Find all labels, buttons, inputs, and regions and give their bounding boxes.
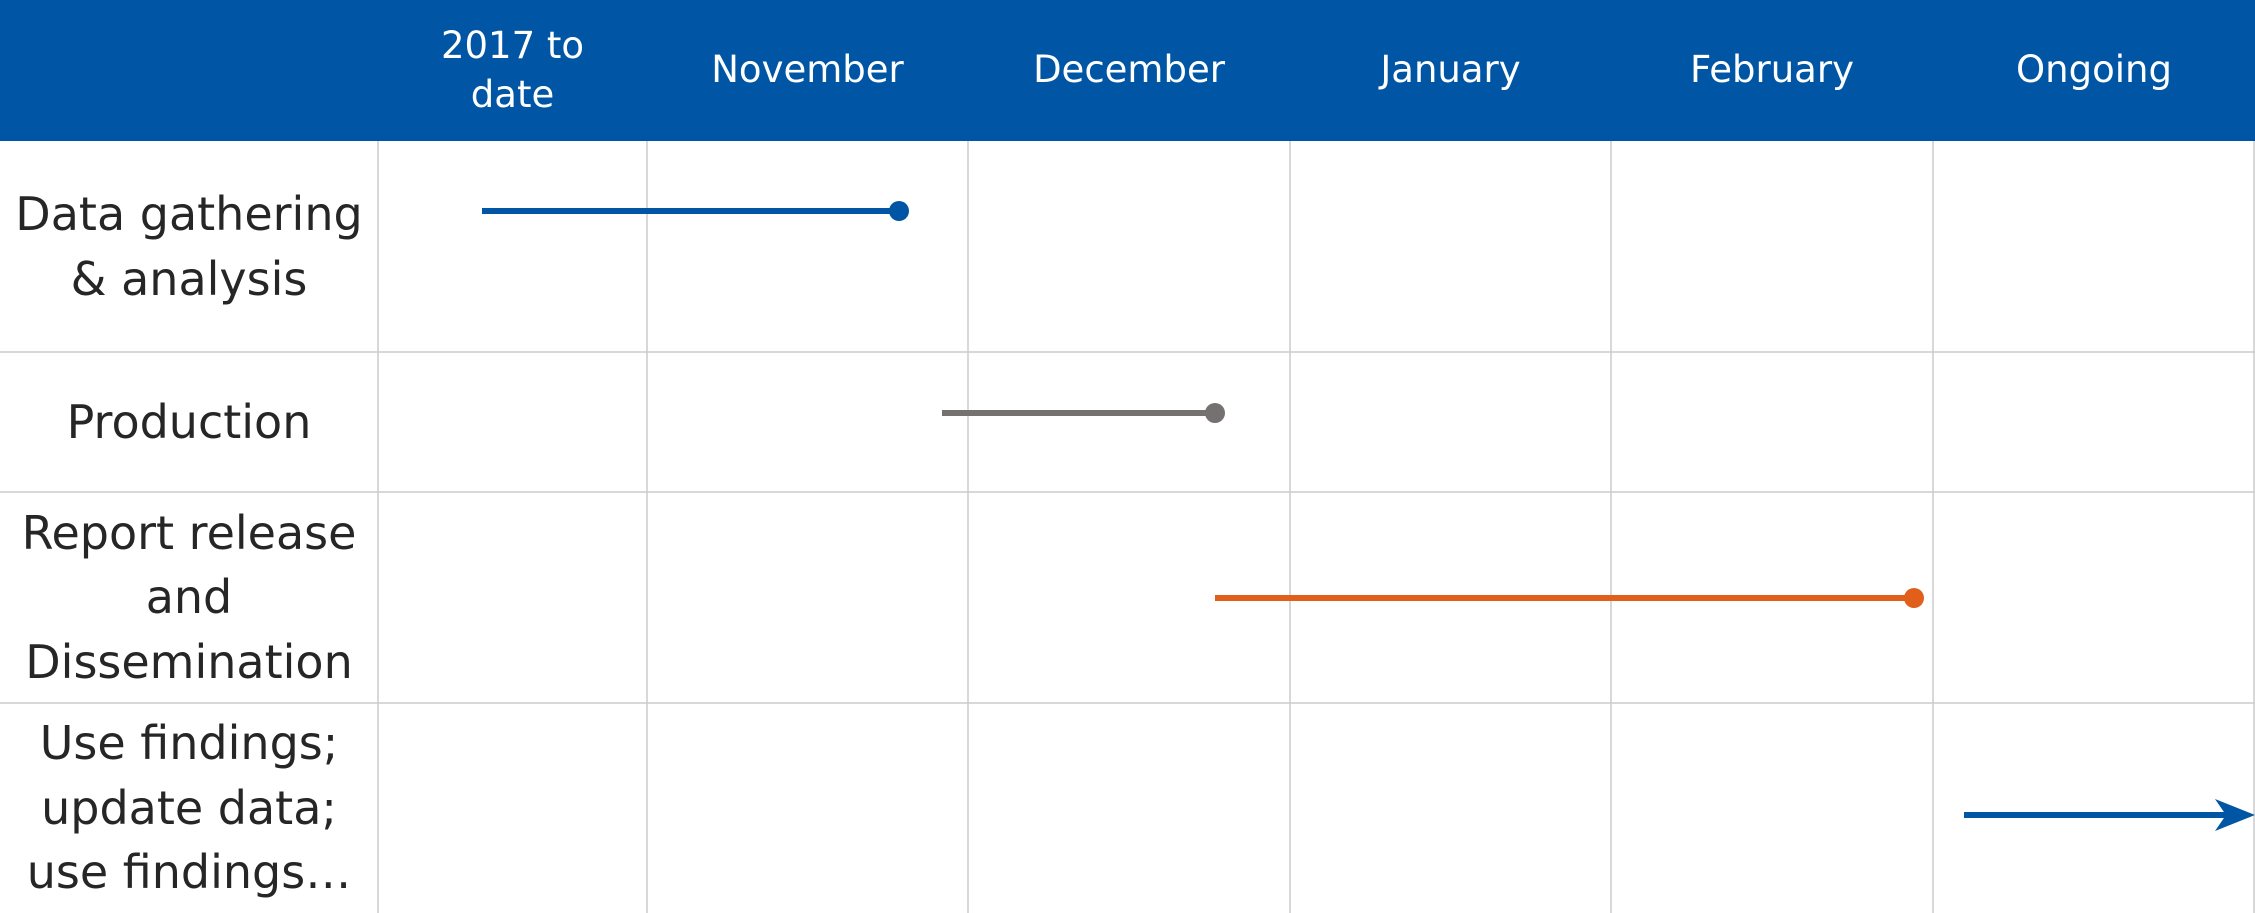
- bar-release: [1215, 588, 1924, 608]
- header-band: [0, 0, 2255, 141]
- row-label: Production: [66, 394, 312, 449]
- column-header: Ongoing: [2016, 48, 2172, 92]
- column-header: February: [1690, 48, 1854, 92]
- bar-data: [482, 201, 909, 221]
- bar-production: [942, 403, 1225, 423]
- grid-lines: [0, 141, 2255, 913]
- column-header: 2017 to date: [440, 24, 585, 116]
- column-header: November: [711, 48, 904, 92]
- bar-ongoing: [1964, 799, 2255, 831]
- column-header: January: [1380, 48, 1521, 92]
- row-label: Report release and Dissemination: [21, 505, 357, 689]
- row-label: Data gathering & analysis: [15, 187, 363, 306]
- row-label: Use findings; update data; use findings…: [26, 716, 352, 900]
- column-header: December: [1033, 48, 1225, 92]
